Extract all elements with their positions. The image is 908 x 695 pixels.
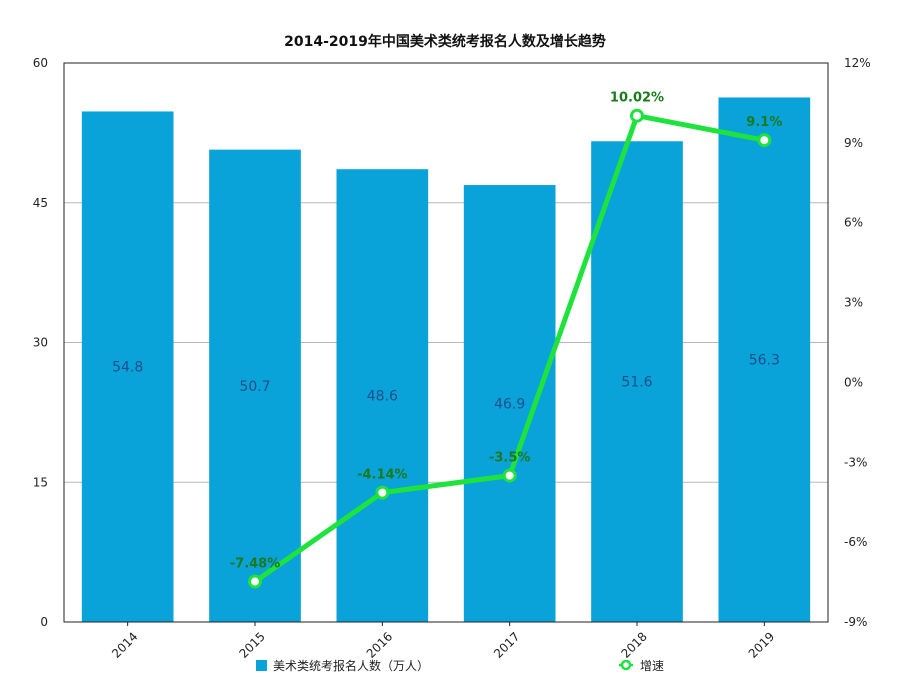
x-tick-label: 2019 (746, 629, 777, 660)
bar-value-label: 48.6 (367, 389, 398, 405)
bar-value-label: 56.3 (749, 353, 780, 369)
x-tick-label: 2018 (618, 629, 649, 660)
y-left-tick-label: 30 (33, 336, 48, 350)
growth-value-label: -7.48% (230, 557, 281, 572)
y-right-tick-label: 12% (844, 56, 871, 70)
x-tick-label: 2017 (491, 629, 522, 660)
growth-point (502, 468, 517, 483)
y-right-tick-label: 3% (844, 296, 863, 310)
y-right-tick-label: 9% (844, 136, 863, 150)
y-left-tick-label: 0 (40, 615, 48, 629)
x-tick-label: 2016 (364, 629, 395, 660)
bar-value-label: 50.7 (239, 379, 270, 395)
bar (209, 149, 301, 622)
growth-point (375, 485, 390, 500)
y-left-tick-label: 15 (33, 475, 48, 489)
legend-label-line: 增速 (640, 659, 664, 673)
plot-frame (63, 62, 829, 623)
bar-value-label: 51.6 (621, 375, 652, 391)
grid-lines (64, 202, 828, 483)
growth-point (248, 574, 262, 589)
y-right-tick-label: -3% (844, 455, 867, 469)
y-left-tick-label: 60 (33, 56, 48, 70)
bar (591, 141, 683, 622)
bar (81, 111, 174, 623)
y-left-tick-label: 45 (33, 196, 48, 210)
growth-value-label: -4.14% (357, 468, 408, 483)
growth-value-label: 9.1% (746, 115, 782, 130)
y-right-tick-label: 0% (844, 375, 863, 389)
y-right-tick-label: -6% (844, 535, 867, 549)
bar (718, 97, 811, 622)
legend-swatch-bar (256, 660, 267, 671)
y-right-tick-label: 6% (844, 216, 863, 230)
growth-value-label: -3.5% (489, 451, 530, 466)
x-tick-label: 2014 (109, 629, 140, 660)
bar-value-label: 54.8 (112, 360, 143, 376)
growth-point (757, 133, 772, 148)
growth-point (630, 108, 644, 123)
legend-point-marker (620, 659, 632, 671)
bar-series: 54.8 50.7 48.6 46.9 51.6 56.3 (81, 97, 811, 623)
growth-value-label: 10.02% (610, 91, 664, 106)
bar (336, 169, 429, 622)
legend: 美术类统考报名人数（万人） 增速 (256, 658, 664, 673)
y-right-tick-label: -9% (844, 615, 867, 629)
bar-value-label: 46.9 (494, 397, 525, 413)
bar (463, 185, 556, 622)
chart-title: 2014-2019年中国美术类统考报名人数及增长趋势 (284, 33, 606, 50)
legend-label-bar: 美术类统考报名人数（万人） (273, 658, 429, 673)
line-series: -7.48% -4.14% -3.5% 10.02% 9.1% (230, 91, 782, 589)
x-tick-label: 2015 (236, 629, 267, 660)
